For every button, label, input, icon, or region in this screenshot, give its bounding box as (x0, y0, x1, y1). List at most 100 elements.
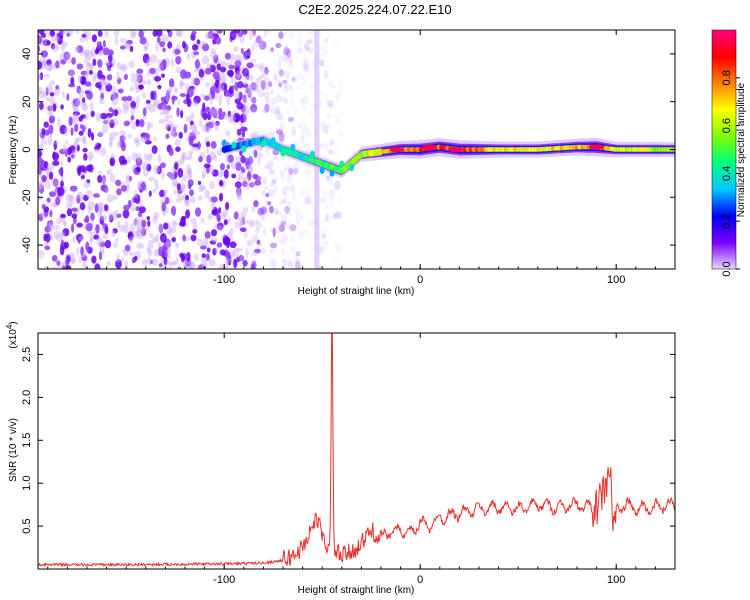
noise-speck (98, 251, 103, 261)
noise-speck (78, 235, 85, 242)
noise-speck (120, 185, 127, 192)
noise-speck (49, 106, 54, 116)
noise-speck (239, 35, 245, 44)
noise-speck (281, 221, 286, 226)
noise-speck (301, 201, 306, 208)
y-tick-label: -20 (21, 189, 33, 205)
noise-speck (271, 96, 276, 106)
noise-speck (197, 194, 203, 201)
noise-speck (85, 241, 90, 252)
noise-speck (42, 91, 47, 99)
noise-speck (137, 74, 143, 84)
noise-speck (136, 68, 144, 75)
noise-speck (292, 76, 298, 84)
noise-speck (113, 131, 120, 136)
noise-speck (93, 234, 100, 240)
noise-speck (102, 41, 107, 46)
noise-speck (236, 187, 241, 198)
noise-speck (274, 186, 278, 193)
ridge-blob (280, 149, 286, 157)
noise-speck (204, 82, 210, 88)
noise-speck (296, 48, 303, 53)
noise-speck (90, 110, 95, 118)
noise-speck (119, 65, 127, 72)
noise-speck (130, 106, 136, 116)
noise-speck (163, 256, 168, 266)
noise-speck (332, 148, 340, 156)
noise-speck (238, 216, 244, 227)
noise-speck (47, 111, 51, 117)
noise-speck (40, 137, 47, 146)
noise-speck (225, 258, 233, 264)
noise-speck (109, 214, 114, 223)
noise-speck (296, 250, 301, 257)
y-tick-label: 0 (21, 146, 33, 152)
noise-speck (146, 216, 151, 221)
noise-speck (180, 110, 184, 119)
noise-speck (257, 75, 262, 83)
ridge-peak (448, 146, 463, 153)
noise-speck (39, 102, 44, 111)
noise-speck (74, 137, 79, 148)
noise-speck (251, 250, 258, 257)
noise-speck (292, 125, 297, 136)
noise-speck (86, 62, 92, 68)
noise-speck (207, 121, 215, 129)
noise-speck (333, 186, 339, 192)
noise-speck (57, 186, 65, 197)
noise-speck (141, 243, 145, 249)
noise-speck (278, 82, 282, 88)
noise-speck (180, 254, 185, 263)
ridge-peak (423, 144, 437, 150)
noise-speck (337, 249, 343, 253)
noise-speck (183, 259, 188, 265)
noise-speck (170, 128, 176, 133)
noise-speck (266, 160, 274, 170)
noise-speck (282, 56, 289, 64)
ridge-blob (290, 143, 296, 151)
noise-speck (238, 91, 243, 101)
noise-speck (210, 106, 216, 116)
noise-speck (163, 189, 168, 195)
noise-speck (148, 176, 155, 182)
noise-speck (300, 38, 305, 43)
noise-speck (236, 192, 243, 201)
noise-speck (279, 169, 285, 180)
noise-speck (200, 76, 205, 81)
noise-speck (82, 30, 87, 35)
noise-speck (233, 112, 241, 123)
noise-speck (240, 114, 244, 123)
noise-speck (124, 221, 128, 228)
noise-speck (85, 35, 89, 41)
noise-speck (293, 140, 301, 145)
noise-speck (226, 69, 234, 77)
noise-speck (67, 156, 72, 163)
noise-speck (216, 150, 223, 157)
noise-speck (256, 239, 261, 245)
noise-speck (48, 96, 56, 105)
noise-speck (279, 198, 286, 206)
noise-speck (141, 161, 149, 171)
noise-speck (71, 57, 76, 65)
noise-speck (328, 195, 335, 204)
noise-speck (198, 119, 203, 127)
noise-speck (227, 154, 234, 163)
noise-speck (304, 63, 310, 71)
noise-speck (171, 219, 176, 227)
noise-speck (330, 85, 336, 90)
noise-speck (132, 31, 137, 38)
noise-speck (193, 51, 200, 56)
noise-speck (226, 164, 230, 170)
noise-speck (44, 225, 52, 233)
noise-speck (318, 30, 323, 34)
noise-speck (289, 224, 297, 232)
noise-speck (175, 146, 181, 152)
noise-speck (44, 73, 51, 78)
noise-speck (119, 38, 127, 43)
noise-speck (238, 55, 247, 62)
noise-speck (76, 222, 83, 228)
noise-speck (104, 226, 109, 234)
noise-speck (179, 79, 184, 90)
noise-speck (89, 102, 94, 111)
noise-speck (60, 175, 65, 181)
